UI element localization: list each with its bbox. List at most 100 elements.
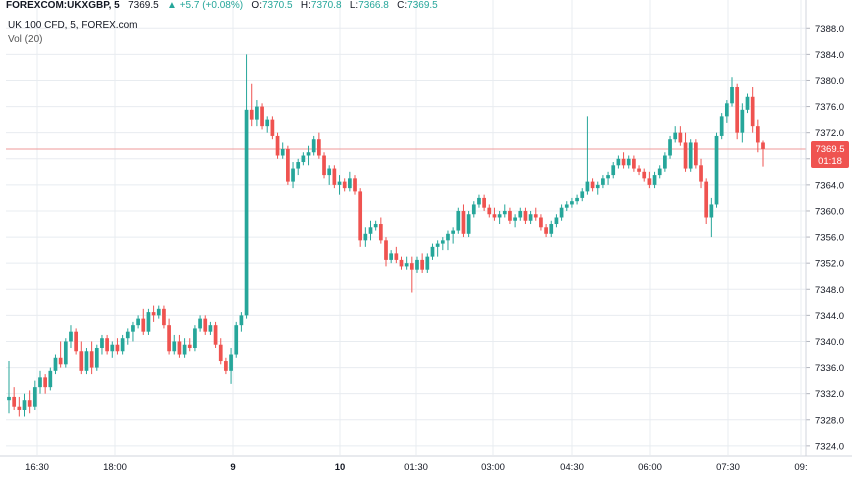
candle [456, 207, 461, 234]
candle [141, 308, 146, 335]
y-tick-label: 7340.0 [815, 337, 844, 348]
candle-body [131, 325, 135, 332]
y-tick-label: 7324.0 [815, 441, 844, 452]
candle-body [151, 312, 156, 316]
candle [58, 341, 63, 368]
candle [673, 126, 678, 143]
open-label: O: [251, 0, 262, 11]
candle-body [384, 240, 388, 260]
candle [740, 103, 745, 143]
candle [270, 116, 275, 140]
x-tick-label: 04:30 [560, 462, 584, 473]
candle-body [513, 217, 517, 221]
candle [389, 250, 394, 264]
candle [265, 116, 270, 133]
candle-body [420, 259, 425, 270]
candle-body [704, 181, 709, 218]
candle-body [632, 158, 636, 169]
candle-body [322, 155, 326, 176]
candle-body [440, 240, 445, 244]
candle-body [745, 96, 750, 110]
candle [502, 204, 507, 218]
candle [74, 328, 78, 355]
candle [12, 387, 17, 410]
candle-body [317, 139, 321, 156]
candle-body [647, 178, 652, 185]
candle [218, 338, 223, 365]
candle [647, 171, 652, 189]
candle-body [136, 318, 140, 326]
candle-body [709, 204, 714, 218]
candle-body [559, 207, 564, 218]
candle-body [203, 318, 208, 332]
candle-body [657, 168, 662, 176]
candle-body [363, 233, 368, 241]
candle [239, 312, 244, 332]
candle-body [208, 325, 213, 332]
candle [699, 158, 703, 189]
candle [280, 142, 285, 159]
candle-body [688, 142, 693, 169]
candle-body [358, 191, 363, 241]
candle-body [425, 256, 430, 270]
candle-body [156, 308, 161, 316]
candle [105, 334, 109, 355]
candle [585, 116, 590, 195]
candle [730, 77, 734, 107]
x-tick-label: 01:30 [404, 462, 428, 473]
candle [518, 207, 523, 221]
candle-body [492, 214, 497, 218]
candle-body [265, 119, 270, 127]
series-title[interactable]: UK 100 CFD, 5, FOREX.com [8, 20, 138, 31]
candle [115, 338, 120, 355]
candle [409, 256, 414, 293]
candle [301, 152, 306, 166]
candle [17, 396, 22, 417]
price-tag-value: 7369.5 [815, 144, 844, 155]
candle-body [218, 344, 223, 362]
candle-body [606, 175, 610, 179]
y-tick-label: 7336.0 [815, 363, 844, 374]
candle [296, 158, 301, 176]
candle-body [94, 347, 99, 368]
candle-body [58, 357, 63, 365]
candle [745, 93, 750, 114]
candle [683, 132, 688, 172]
candle [234, 321, 239, 358]
symbol-label[interactable]: FOREXCOM:UKXGBP, 5 [6, 0, 120, 11]
candle-body [730, 86, 734, 104]
candle [84, 347, 89, 375]
volume-indicator-label[interactable]: Vol (20) [8, 34, 43, 45]
candle-body [198, 318, 202, 329]
candle [497, 210, 502, 225]
candle [652, 171, 657, 189]
y-tick-label: 7388.0 [815, 24, 844, 35]
candle-body [332, 168, 337, 185]
candle [146, 308, 151, 335]
candle [626, 155, 631, 169]
x-tick-label: 07:30 [716, 462, 740, 473]
candle [404, 256, 409, 270]
y-tick-label: 7348.0 [815, 285, 844, 296]
candle-body [456, 210, 461, 231]
candle [378, 217, 383, 244]
candle-body [621, 158, 626, 166]
candle [187, 338, 192, 352]
candle-body [280, 148, 285, 156]
candle-body [89, 351, 94, 368]
candle [286, 145, 290, 185]
x-tick-label: 10 [335, 462, 346, 473]
candle-body [291, 168, 295, 182]
candle-body [177, 341, 182, 355]
candle [415, 256, 419, 273]
candle-body [43, 377, 48, 388]
candle-body [663, 155, 667, 169]
candle-body [337, 181, 342, 185]
candle [182, 338, 187, 358]
candle-body [482, 197, 486, 208]
candle-body [502, 210, 507, 215]
candle-body [353, 178, 357, 192]
candle [735, 83, 740, 140]
